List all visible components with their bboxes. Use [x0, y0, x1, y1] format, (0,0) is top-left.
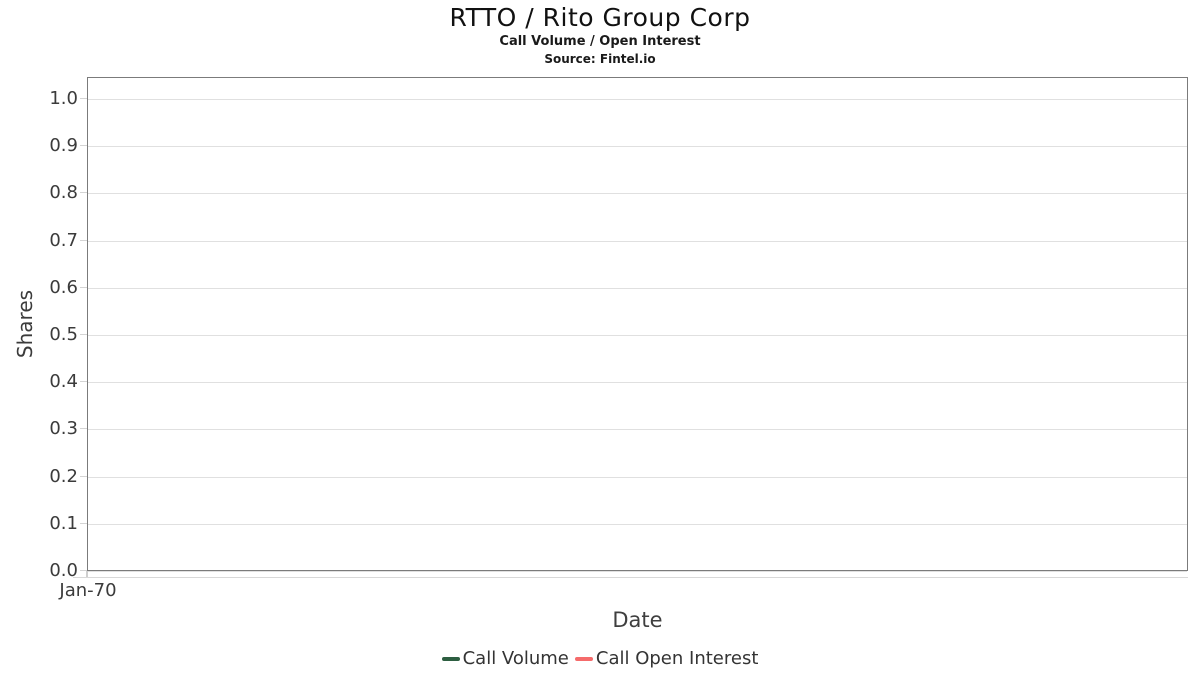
y-tick-label-0.4: 0.4: [49, 371, 78, 393]
y-tick-label-0.0: 0.0: [49, 560, 78, 581]
gridline-y-0.4: [88, 382, 1187, 384]
x-tick-mark: [86, 571, 88, 577]
legend-swatch-call-volume: [441, 656, 460, 661]
y-tick-label-0.3: 0.3: [49, 418, 78, 440]
gridline-y-0.2: [88, 476, 1187, 478]
y-tick-mark-0.2: [80, 475, 87, 477]
legend-item-call-open-interest[interactable]: Call Open Interest: [574, 648, 759, 669]
y-tick-label-0.1: 0.1: [49, 512, 78, 534]
gridline-y-0.5: [88, 335, 1187, 336]
chart-source: Source: Fintel.io: [544, 52, 656, 66]
plot-area: [87, 77, 1188, 572]
y-tick-label-0.9: 0.9: [49, 135, 78, 157]
gridline-y-0.0: [88, 571, 1187, 572]
x-axis-line: [73, 577, 1188, 578]
y-tick-mark-0.7: [80, 239, 87, 241]
y-tick-label-0.5: 0.5: [49, 324, 78, 345]
y-tick-label-0.2: 0.2: [49, 465, 78, 487]
gridline-y-0.1: [88, 523, 1187, 525]
y-tick-label-0.8: 0.8: [49, 182, 78, 204]
y-tick-mark-0.3: [80, 428, 87, 430]
gridline-y-0.7: [88, 240, 1187, 242]
chart-subtitle: Call Volume / Open Interest: [499, 34, 701, 49]
y-tick-mark-1.0: [80, 98, 87, 99]
y-tick-label-0.7: 0.7: [49, 229, 78, 251]
gridline-y-0.6: [88, 287, 1187, 289]
x-axis-title: Date: [612, 608, 663, 632]
gridline-y-1.0: [88, 99, 1187, 100]
legend-label: Call Open Interest: [595, 648, 759, 669]
y-tick-mark-0.0: [80, 570, 87, 571]
y-tick-mark-0.9: [80, 145, 87, 147]
gridline-y-0.3: [88, 429, 1187, 431]
gridline-y-0.9: [88, 146, 1187, 148]
chart-title: RTTO / Rito Group Corp: [449, 3, 751, 32]
x-tick-label: Jan-70: [59, 580, 117, 601]
legend-item-call-volume[interactable]: Call Volume: [441, 648, 569, 669]
legend-label: Call Volume: [462, 648, 569, 669]
y-tick-label-0.6: 0.6: [49, 276, 78, 298]
y-tick-mark-0.8: [80, 192, 87, 194]
y-tick-mark-0.4: [80, 381, 87, 383]
y-axis-title: Shares: [13, 289, 37, 359]
gridline-y-0.8: [88, 193, 1187, 195]
legend-swatch-call-open-interest: [574, 656, 593, 661]
y-tick-label-1.0: 1.0: [49, 88, 78, 109]
legend: Call Volume Call Open Interest: [0, 648, 1200, 669]
y-tick-mark-0.1: [80, 522, 87, 524]
y-tick-mark-0.5: [80, 334, 87, 335]
y-tick-mark-0.6: [80, 286, 87, 288]
